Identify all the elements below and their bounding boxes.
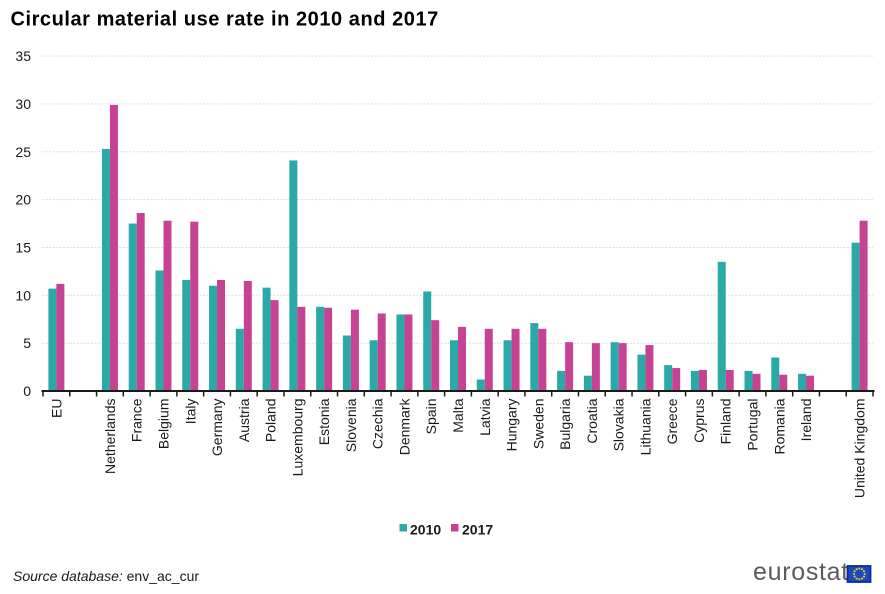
svg-text:Slovakia: Slovakia bbox=[611, 398, 627, 451]
svg-text:0: 0 bbox=[23, 383, 31, 399]
svg-text:Hungary: Hungary bbox=[504, 399, 520, 452]
svg-text:20: 20 bbox=[15, 192, 31, 208]
svg-text:Slovenia: Slovenia bbox=[343, 398, 359, 452]
svg-text:Austria: Austria bbox=[236, 398, 252, 442]
svg-text:Denmark: Denmark bbox=[396, 398, 412, 456]
svg-text:2010: 2010 bbox=[410, 522, 441, 538]
svg-text:Spain: Spain bbox=[423, 399, 439, 435]
svg-text:Italy: Italy bbox=[182, 399, 198, 425]
svg-text:Portugal: Portugal bbox=[745, 399, 761, 451]
svg-text:35: 35 bbox=[15, 48, 31, 64]
svg-text:Luxembourg: Luxembourg bbox=[289, 399, 305, 477]
svg-text:France: France bbox=[129, 398, 145, 442]
svg-text:30: 30 bbox=[15, 96, 31, 112]
svg-text:Ireland: Ireland bbox=[798, 399, 814, 442]
svg-text:Greece: Greece bbox=[664, 398, 680, 444]
svg-text:Bulgaria: Bulgaria bbox=[557, 398, 573, 450]
svg-text:Czechia: Czechia bbox=[370, 398, 386, 449]
svg-text:25: 25 bbox=[15, 144, 31, 160]
svg-text:Malta: Malta bbox=[450, 398, 466, 432]
svg-text:2017: 2017 bbox=[462, 522, 493, 538]
svg-text:Cyprus: Cyprus bbox=[691, 399, 707, 443]
svg-text:10: 10 bbox=[15, 287, 31, 303]
svg-text:Sweden: Sweden bbox=[530, 399, 546, 450]
svg-text:United Kingdom: United Kingdom bbox=[852, 399, 868, 499]
svg-text:Circular material use rate in: Circular material use rate in 2010 and 2… bbox=[11, 9, 439, 31]
svg-text:EU: EU bbox=[48, 399, 64, 418]
svg-text:Source database: env_ac_cur: Source database: env_ac_cur bbox=[13, 568, 199, 584]
svg-text:Finland: Finland bbox=[718, 399, 734, 445]
svg-text:Lithuania: Lithuania bbox=[637, 398, 653, 455]
svg-text:Estonia: Estonia bbox=[316, 398, 332, 445]
svg-text:Germany: Germany bbox=[209, 399, 225, 457]
svg-text:Latvia: Latvia bbox=[477, 398, 493, 436]
svg-text:Netherlands: Netherlands bbox=[102, 399, 118, 475]
svg-text:Romania: Romania bbox=[771, 398, 787, 454]
svg-text:Poland: Poland bbox=[263, 399, 279, 443]
svg-text:Croatia: Croatia bbox=[584, 398, 600, 443]
svg-text:5: 5 bbox=[23, 335, 31, 351]
svg-text:eurostat: eurostat bbox=[753, 558, 849, 586]
svg-text:Belgium: Belgium bbox=[155, 399, 171, 450]
svg-text:15: 15 bbox=[15, 240, 31, 256]
